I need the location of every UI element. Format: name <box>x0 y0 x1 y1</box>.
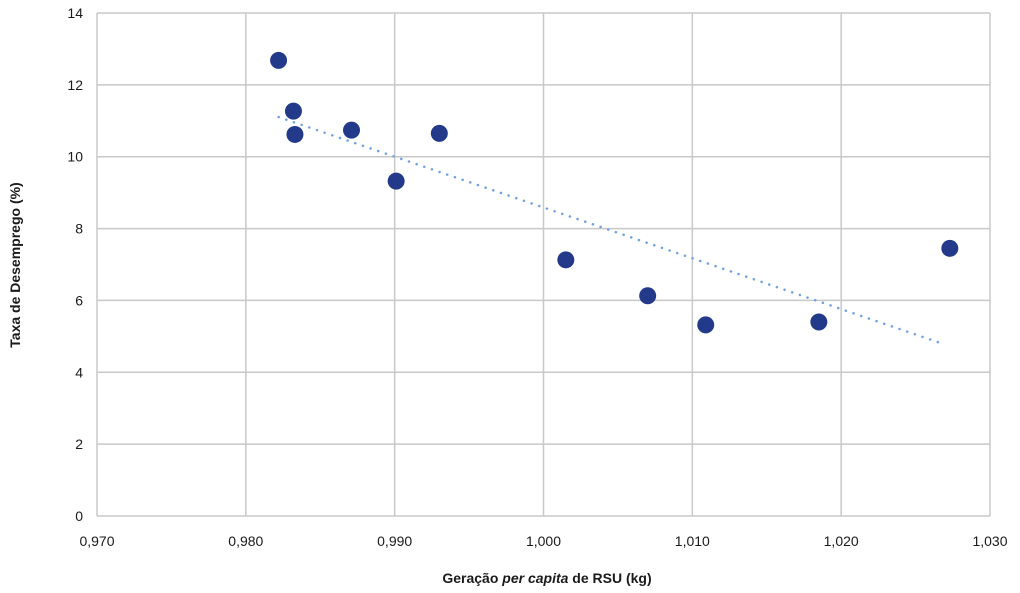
y-tick-label: 14 <box>67 5 83 21</box>
y-tick-label: 8 <box>75 221 83 237</box>
data-point <box>286 125 304 143</box>
data-point <box>270 51 288 69</box>
data-point <box>343 121 361 139</box>
data-point <box>810 313 828 331</box>
x-tick-label: 0,970 <box>79 533 114 549</box>
x-axis-title: Geração per capita de RSU (kg) <box>442 570 651 586</box>
trendline <box>277 115 940 344</box>
x-tick-label: 1,000 <box>526 533 561 549</box>
y-tick-label: 4 <box>75 364 83 380</box>
y-axis-title: Taxa de Desemprego (%) <box>7 182 23 347</box>
data-points <box>270 51 959 334</box>
y-tick-labels: 0 2 4 6 8 10 12 14 <box>67 5 83 524</box>
x-tick-label: 1,020 <box>824 533 859 549</box>
x-tick-label: 1,030 <box>972 533 1007 549</box>
y-tick-label: 2 <box>75 436 83 452</box>
x-axis-title-part: Geração <box>442 570 502 586</box>
y-tick-label: 0 <box>75 508 83 524</box>
x-tick-label: 0,990 <box>377 533 412 549</box>
x-axis-title-part: per capita <box>501 570 568 586</box>
data-point <box>284 102 302 120</box>
x-tick-label: 0,980 <box>228 533 263 549</box>
x-axis-title-part: de RSU (kg) <box>568 570 651 586</box>
data-point <box>697 316 715 334</box>
grid <box>96 12 991 517</box>
data-point <box>387 172 405 190</box>
y-tick-label: 6 <box>75 292 83 308</box>
data-point <box>557 251 575 269</box>
x-tick-label: 1,010 <box>675 533 710 549</box>
data-point <box>430 124 448 142</box>
y-tick-label: 10 <box>67 149 83 165</box>
data-point <box>941 239 959 257</box>
x-tick-labels: 0,970 0,980 0,990 1,000 1,010 1,020 1,030 <box>79 533 1007 549</box>
y-tick-label: 12 <box>67 77 83 93</box>
trendline-path <box>277 115 940 344</box>
data-point <box>639 287 657 305</box>
